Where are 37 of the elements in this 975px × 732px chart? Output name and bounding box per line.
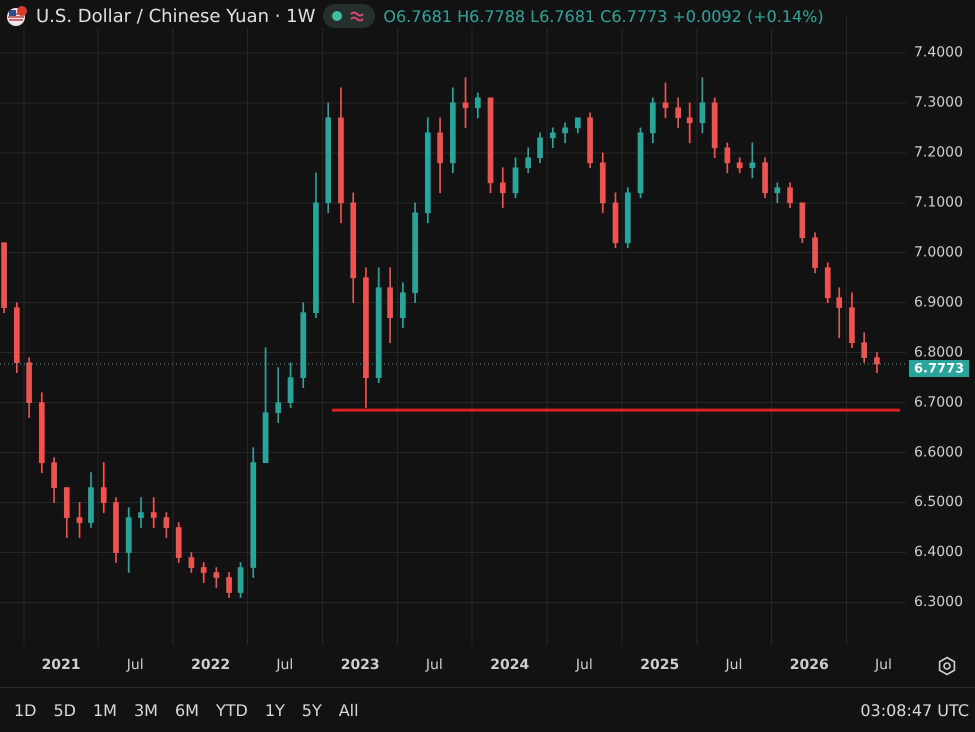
- annotation: O6.7681 H6.7788 L6.7681 C6.7773 +0.0092 (+0.14%): [383, 6, 824, 26]
- chart-title: U.S. Dollar / Chinese Yuan · 1W: [36, 6, 316, 26]
- y-tick-label: 7.3000: [914, 94, 963, 110]
- y-tick-label: 7.4000: [914, 44, 963, 61]
- x-tick-label: Jul: [126, 657, 144, 674]
- y-tick-label: 6.5000: [914, 494, 963, 510]
- y-tick-label: 6.7000: [914, 394, 963, 410]
- text: YTD: [216, 701, 248, 720]
- text: All: [338, 701, 359, 720]
- y-tick-label: 6.4000: [914, 544, 963, 560]
- x-tick-label: 2023: [340, 657, 380, 674]
- text: 5D: [54, 701, 76, 720]
- y-tick-label: 6.9000: [914, 294, 963, 310]
- x-tick-label: Jul: [574, 657, 593, 674]
- x-tick-label: 2025: [640, 657, 680, 674]
- text: 03:08:47 UTC: [860, 701, 969, 720]
- text: 1D: [14, 701, 36, 720]
- text: 5Y: [302, 701, 322, 720]
- text: 1Y: [264, 701, 285, 720]
- x-tick-label: Jul: [874, 657, 892, 674]
- y-tick-label: 6.8000: [914, 344, 963, 360]
- y-tick-label: 7.1000: [914, 194, 963, 210]
- ref-line-label: 6.7773: [914, 361, 964, 376]
- x-tick-label: Jul: [275, 657, 294, 674]
- y-tick-label: 6.6000: [914, 444, 963, 460]
- y-tick-label: 6.3000: [914, 594, 963, 610]
- x-tick-label: 2024: [490, 657, 530, 674]
- text: 3M: [134, 701, 158, 720]
- x-tick-label: Jul: [424, 657, 443, 674]
- x-tick-label: 2021: [42, 657, 81, 674]
- x-tick-label: 2026: [790, 657, 829, 674]
- text: 6M: [174, 701, 199, 720]
- x-tick-label: Jul: [724, 657, 742, 674]
- x-tick-label: 2022: [191, 657, 230, 674]
- text: 1M: [93, 701, 117, 720]
- y-tick-label: 7.0000: [914, 244, 963, 260]
- y-tick-label: 7.2000: [914, 144, 963, 160]
